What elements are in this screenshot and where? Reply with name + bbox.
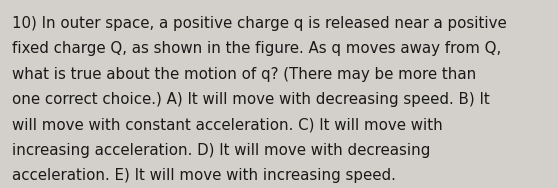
Text: will move with constant acceleration. C) It will move with: will move with constant acceleration. C)… [12,118,443,133]
Text: one correct choice.) A) It will move with decreasing speed. B) It: one correct choice.) A) It will move wit… [12,92,490,107]
Text: fixed charge Q, as shown in the figure. As q moves away from Q,: fixed charge Q, as shown in the figure. … [12,41,502,56]
Text: what is true about the motion of q? (There may be more than: what is true about the motion of q? (The… [12,67,477,82]
Text: acceleration. E) It will move with increasing speed.: acceleration. E) It will move with incre… [12,168,396,183]
Text: increasing acceleration. D) It will move with decreasing: increasing acceleration. D) It will move… [12,143,431,158]
Text: 10) In outer space, a positive charge q is released near a positive: 10) In outer space, a positive charge q … [12,16,507,31]
